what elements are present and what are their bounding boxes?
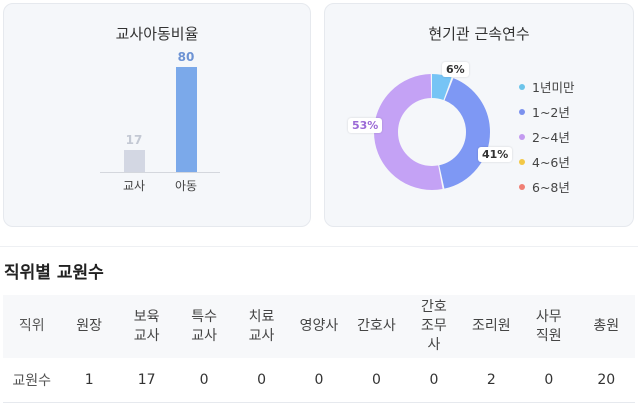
header-cook: 조리원 (462, 295, 521, 358)
legend-item-lt1[interactable]: 1년미만 (519, 74, 574, 99)
header-special-teacher: 특수교사 (175, 295, 233, 358)
header-childcare-teacher: 보육교사 (117, 295, 176, 358)
header-nurse-aide: 간호조무사 (405, 295, 463, 358)
ratio-card: 교사아동비율 17 80 교사 아동 (3, 3, 311, 227)
table-header-row: 직위 원장 보육교사 특수교사 치료교사 영양사 간호사 간호조무사 조리원 사… (3, 295, 635, 358)
staff-section-title: 직위별 교원수 (4, 263, 104, 283)
ratio-card-title: 교사아동비율 (115, 25, 199, 43)
legend-dot (519, 133, 525, 140)
teacher-bar[interactable] (124, 149, 145, 172)
staff-table: 직위 원장 보육교사 특수교사 치료교사 영양사 간호사 간호조무사 조리원 사… (3, 295, 635, 403)
section-divider (0, 246, 638, 247)
legend-item-2to4[interactable]: 2~4년 (519, 124, 574, 149)
header-director: 원장 (60, 295, 118, 358)
cell-therapy-teacher: 0 (232, 358, 291, 403)
x-axis-line (100, 172, 220, 173)
cell-cook: 2 (462, 358, 521, 403)
tenure-card-title: 현기관 근속연수 (428, 25, 530, 43)
tenure-legend: 1년미만 1~2년 2~4년 4~6년 6~8년 (519, 74, 574, 199)
legend-dot (519, 108, 525, 115)
cell-special-teacher: 0 (175, 358, 233, 403)
cell-director: 1 (60, 358, 118, 403)
donut-label-2to4: 53% (348, 118, 383, 133)
legend-item-4to6[interactable]: 4~6년 (519, 149, 574, 174)
header-total: 총원 (577, 295, 635, 358)
ratio-bar-chart: 17 80 교사 아동 (4, 50, 312, 224)
donut-label-1to2: 41% (478, 147, 513, 162)
table-row: 교원수 1 17 0 0 0 0 0 2 0 20 (3, 358, 635, 403)
legend-dot (519, 183, 525, 190)
header-nurse: 간호사 (347, 295, 406, 358)
cell-office-staff: 0 (520, 358, 578, 403)
teacher-category-label: 교사 (122, 179, 146, 193)
cell-nurse-aide: 0 (405, 358, 463, 403)
donut-slice-1[interactable] (374, 74, 490, 190)
cell-nurse: 0 (347, 358, 406, 403)
legend-dot (519, 83, 525, 90)
donut-label-lt1: 6% (442, 62, 469, 77)
child-value-label: 80 (177, 50, 195, 64)
donut-slice-2[interactable] (374, 74, 490, 190)
header-therapy-teacher: 치료교사 (232, 295, 291, 358)
legend-dot (519, 158, 525, 165)
child-bar[interactable] (176, 67, 197, 172)
legend-item-6to8[interactable]: 6~8년 (519, 174, 574, 199)
teacher-value-label: 17 (125, 132, 143, 147)
cell-total: 20 (577, 358, 635, 403)
header-position: 직위 (3, 295, 61, 358)
donut-slice-0[interactable] (374, 74, 490, 190)
cell-childcare-teacher: 17 (117, 358, 176, 403)
child-category-label: 아동 (174, 179, 198, 193)
legend-item-1to2[interactable]: 1~2년 (519, 99, 574, 124)
cell-nutritionist: 0 (290, 358, 348, 403)
tenure-donut-chart (374, 74, 490, 190)
cell-row-label: 교원수 (3, 358, 61, 403)
header-office-staff: 사무직원 (520, 295, 578, 358)
header-nutritionist: 영양사 (290, 295, 348, 358)
